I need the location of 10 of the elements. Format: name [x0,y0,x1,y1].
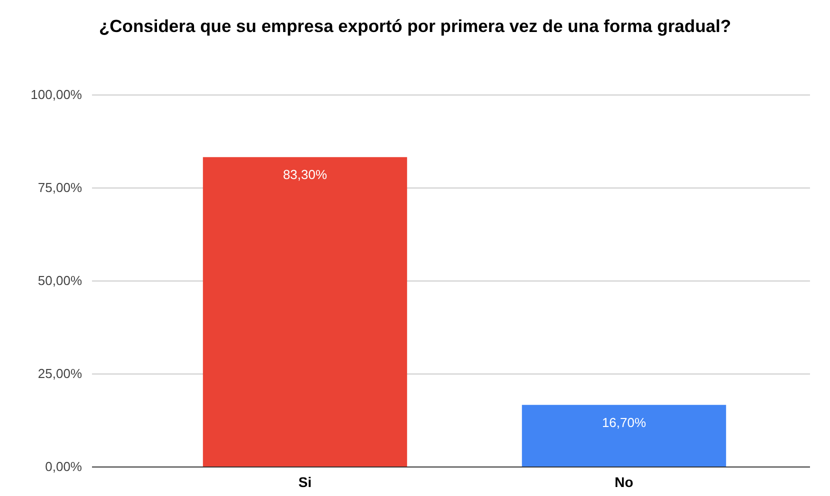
y-tick-label: 50,00% [38,273,82,288]
chart-title: ¿Considera que su empresa exportó por primera vez de una forma gradual? [98,16,732,36]
data-label: 16,70% [602,414,646,430]
y-tick-label: 75,00% [38,180,82,196]
x-tick-label: No [614,474,634,490]
x-tick-label: Si [298,474,312,490]
data-label: 83,30% [282,167,328,182]
y-tick-label: 0,00% [45,459,82,474]
y-tick-label: 25,00% [38,366,82,382]
y-tick-label: 100,00% [30,87,82,102]
